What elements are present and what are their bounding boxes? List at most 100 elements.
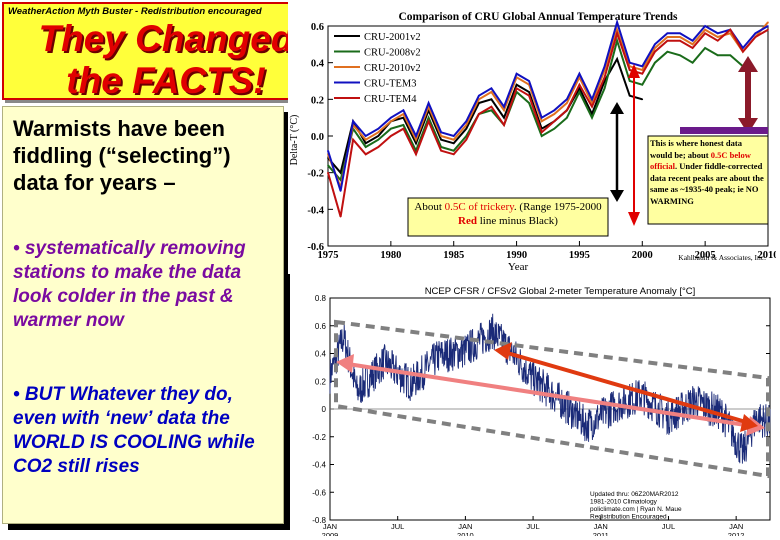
point-cru-2008v2 [603,87,606,90]
chart2-footer-line: Redistribution Encouraged [590,514,667,521]
point-cru-tem3 [553,109,556,112]
point-cru-tem4 [490,105,493,108]
point-cru-2008v2 [364,146,367,148]
point-cru-tem4 [427,120,430,123]
point-cru-tem3 [465,120,468,123]
point-cru-2008v2 [465,135,468,137]
point-cru-tem4 [628,69,631,71]
point-cru-tem4 [691,47,694,49]
point-cru-tem3 [364,135,367,137]
point-cru-tem3 [566,98,568,101]
point-cru-2010v2 [767,21,769,24]
point-cru-tem3 [591,98,593,101]
point-cru-tem4 [377,146,380,148]
chart2-y-tick-label: 0.4 [315,350,327,359]
point-cru-2010v2 [377,131,380,134]
chart2-footer-line: policlimate.com | Ryan N. Maue [590,506,682,513]
chart1-x-tick-label: 2005 [695,250,716,261]
legend-label: CRU-TEM4 [364,94,417,105]
arrow-red-head-down [628,212,640,226]
point-cru-2001v2 [578,87,581,90]
annotation-trickery: About 0.5C of trickery. (Range 1975-2000… [414,201,602,227]
point-cru-2008v2 [566,116,568,119]
text-panel: Warmists have been fiddling (“selecting”… [2,106,284,524]
point-cru-2008v2 [490,109,493,112]
point-cru-2010v2 [654,47,656,49]
point-cru-2008v2 [578,91,581,93]
point-cru-tem4 [352,138,354,141]
trickery-part2: . (Range 1975-2000 [513,201,602,213]
point-cru-2008v2 [641,83,644,86]
point-cru-2010v2 [364,138,367,141]
point-cru-tem4 [754,36,757,38]
point-cru-tem4 [654,50,656,53]
chart1-y-tick-label: -0.6 [307,242,324,253]
trickery-highlight1: 0.5C of trickery [444,201,514,213]
chart2-x-tick-label: JUL [391,522,404,531]
chart1-x-tick-label: 1990 [506,250,527,261]
point-cru-2008v2 [427,116,430,119]
chart1-credit: Kahlbaum & Associates, Inc. [678,253,766,262]
legend-label: CRU-2010v2 [364,63,421,74]
point-cru-2010v2 [679,36,681,38]
point-cru-tem4 [704,32,706,35]
honest-highlight1: 0.5C below official [650,149,751,172]
point-cru-tem3 [528,80,530,82]
point-cru-2010v2 [666,36,669,38]
point-cru-tem3 [742,47,744,49]
point-cru-tem3 [339,190,342,192]
chart1-x-tick-label: 2010 [758,250,777,261]
point-cru-tem3 [679,32,681,35]
point-cru-2001v2 [415,142,417,145]
point-cru-2010v2 [490,91,493,93]
chart1-x-tick-label: 1985 [443,250,464,261]
point-cru-tem4 [364,153,367,156]
point-cru-tem4 [603,76,606,79]
chart1-y-tick-label: 0.0 [311,132,324,143]
point-cru-tem4 [528,94,530,97]
point-cru-tem3 [503,105,505,108]
annotation-honest-box [647,135,769,225]
honest-level-bar [680,127,768,134]
point-cru-2008v2 [591,116,593,119]
legend-label: CRU-2001v2 [364,32,421,43]
point-cru-tem3 [603,65,606,68]
point-cru-tem4 [415,153,417,156]
point-cru-tem4 [465,138,468,141]
chart2-x-tick-label: JUL [526,522,539,531]
arrow-honest-head-up [738,56,758,72]
point-cru-2001v2 [452,142,455,145]
point-cru-2008v2 [616,39,618,42]
red-arrow-head-left [494,342,512,360]
point-cru-2008v2 [679,54,681,57]
point-cru-2010v2 [390,120,392,123]
point-cru-tem4 [729,28,732,31]
point-cru-2008v2 [666,50,669,53]
point-cru-tem4 [767,28,769,31]
point-cru-tem4 [339,215,342,218]
chart2-footer-line: 1981-2010 Climatology [590,499,658,506]
series-cru-tem3 [327,18,769,192]
series-cru-2008v2 [327,37,744,183]
arrow-black-head-up [610,102,624,114]
point-cru-2008v2 [402,124,405,126]
trickery-part1: About [414,201,445,213]
point-cru-tem4 [515,87,518,90]
point-cru-tem4 [478,113,480,115]
point-cru-tem3 [767,25,769,27]
point-cru-tem3 [427,102,430,104]
point-cru-2008v2 [628,80,631,82]
chart1-x-tick-label: 1995 [569,250,590,261]
point-cru-tem3 [478,94,480,97]
point-cru-2008v2 [390,127,392,130]
arrow-honest-head-down [738,118,758,134]
chart1-x-label: Year [508,261,529,273]
point-cru-2001v2 [490,98,493,101]
chart1-legend: CRU-2001v2 CRU-2008v2 CRU-2010v2 CRU-TEM3 CR… [334,32,421,105]
point-cru-2010v2 [578,76,581,79]
point-cru-2008v2 [691,61,694,64]
chart2-y-tick-label: -0.6 [312,488,326,497]
point-cru-2010v2 [716,36,719,38]
bullet-stations: • systematically removing stations to ma… [13,238,246,331]
